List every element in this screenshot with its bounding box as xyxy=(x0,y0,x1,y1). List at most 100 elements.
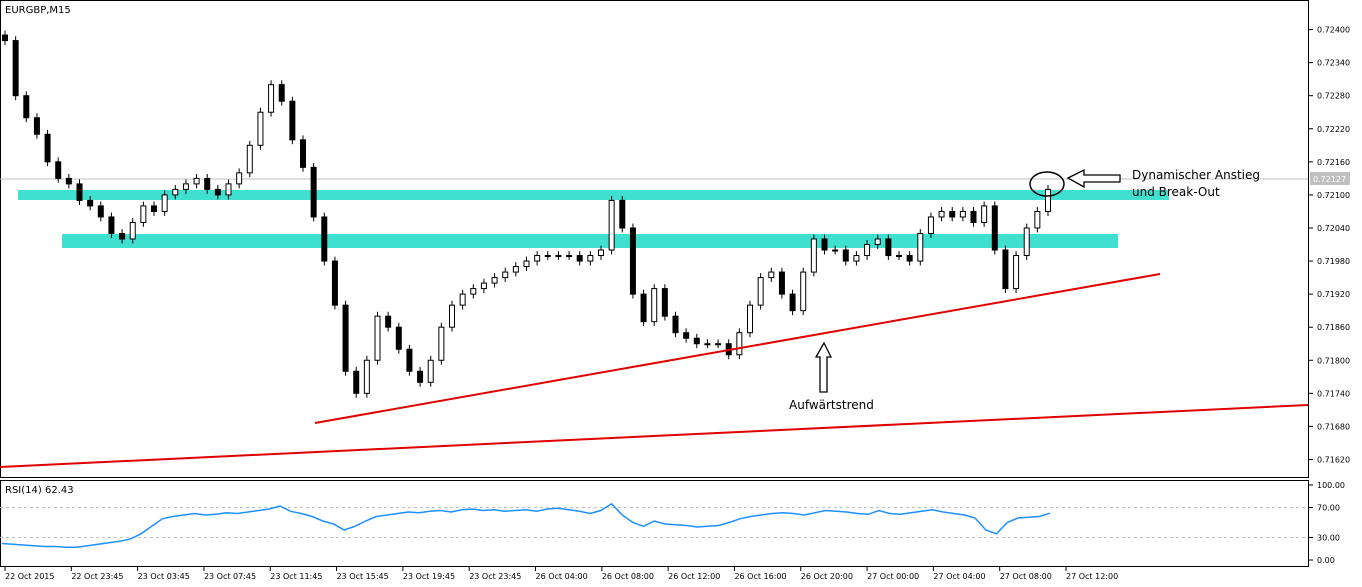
x-tick-label: 26 Oct 08:00 xyxy=(602,572,654,581)
candle-body xyxy=(278,84,285,102)
candle-body xyxy=(97,205,104,218)
candle-body xyxy=(906,255,913,262)
symbol-title: EURGBP,M15 xyxy=(5,5,71,16)
candle-body xyxy=(566,255,573,258)
candle-body xyxy=(214,188,221,196)
candle-body xyxy=(1013,255,1020,290)
current-price-tag xyxy=(1310,172,1350,185)
x-tick-label: 26 Oct 12:00 xyxy=(668,572,720,581)
candle-body xyxy=(193,177,200,185)
candle-body xyxy=(885,238,892,257)
candle-body xyxy=(87,199,94,207)
candle-body xyxy=(747,304,753,334)
candle-body xyxy=(853,255,860,262)
trend-annotation: Aufwärtstrend xyxy=(789,398,874,412)
candle-body xyxy=(927,216,934,234)
candle-body xyxy=(257,111,264,146)
x-tick-label: 26 Oct 20:00 xyxy=(801,572,853,581)
rsi-title: RSI(14) 62.43 xyxy=(5,485,74,496)
candle-body xyxy=(161,194,168,212)
candle-body xyxy=(1034,210,1041,229)
candle-body xyxy=(598,249,604,257)
candle-body xyxy=(981,205,988,223)
candle-body xyxy=(44,133,51,163)
x-tick-label: 22 Oct 23:45 xyxy=(71,572,123,581)
price-tick-label: 0.71680 xyxy=(1317,422,1350,431)
candle-body xyxy=(374,315,381,361)
candle-body xyxy=(544,255,551,258)
candle-body xyxy=(991,205,998,251)
rsi-line xyxy=(1,502,1051,549)
candle-body xyxy=(395,326,402,350)
resistance-zone xyxy=(18,190,1169,200)
candle-body xyxy=(800,271,807,312)
uptrend-line-long xyxy=(0,404,1309,468)
current-price-label: 0.72127 xyxy=(1313,175,1346,184)
candle-body xyxy=(108,216,115,234)
candle-body xyxy=(736,332,743,356)
candle-body xyxy=(555,255,562,258)
candle-body xyxy=(640,293,647,323)
candle-body xyxy=(874,238,881,246)
price-tick-label: 0.71620 xyxy=(1317,455,1350,464)
candle-body xyxy=(608,199,615,251)
candle-body xyxy=(821,238,828,251)
rsi-tick-label: 100.00 xyxy=(1317,481,1345,490)
x-tick-label: 26 Oct 04:00 xyxy=(536,572,588,581)
candle-body xyxy=(342,304,349,372)
x-tick-label: 27 Oct 00:00 xyxy=(867,572,919,581)
x-tick-label: 27 Oct 12:00 xyxy=(1066,572,1118,581)
price-grid: 0.72400 0.72340 0.72280 0.72220 0.72160 0.721… xyxy=(1308,26,1350,464)
candle-body xyxy=(672,315,679,334)
candle-body xyxy=(353,370,360,394)
price-tick-label: 0.71920 xyxy=(1317,290,1350,299)
candle-body xyxy=(629,227,636,295)
candle-body xyxy=(438,326,445,361)
candle-body xyxy=(512,266,519,273)
candle-body xyxy=(970,210,977,223)
candle-body xyxy=(385,315,392,328)
price-tick-label: 0.72400 xyxy=(1317,26,1350,35)
candle-body xyxy=(661,288,668,317)
price-tick-label: 0.71860 xyxy=(1317,323,1350,332)
price-tick-label: 0.72040 xyxy=(1317,224,1350,233)
arrow-up-icon xyxy=(814,341,833,393)
support-zone xyxy=(62,234,1118,248)
candle-body xyxy=(534,255,541,262)
candle-body xyxy=(693,337,700,345)
candle-body xyxy=(768,271,775,279)
candle-body xyxy=(268,84,275,113)
price-tick-label: 0.71740 xyxy=(1317,389,1350,398)
candle-body xyxy=(917,232,924,262)
candle-body xyxy=(1002,249,1009,290)
candle-body xyxy=(778,271,785,295)
candle-body xyxy=(502,271,509,279)
candle-body xyxy=(587,255,594,262)
candle-body xyxy=(864,244,871,257)
candle-body xyxy=(23,95,30,119)
candle-body xyxy=(757,277,764,306)
candle-body xyxy=(300,139,306,168)
candle-body xyxy=(1045,188,1051,212)
candle-body xyxy=(427,359,434,383)
candles xyxy=(2,30,1051,398)
candle-body xyxy=(715,343,722,346)
candle-body xyxy=(65,177,72,185)
candle-body xyxy=(236,172,243,185)
candle-body xyxy=(949,210,956,218)
candle-body xyxy=(683,332,690,339)
candle-body xyxy=(12,40,19,97)
candle-body xyxy=(459,293,466,306)
candle-body xyxy=(810,238,817,273)
candle-body xyxy=(619,199,626,229)
candle-body xyxy=(246,144,253,174)
x-tick-label: 23 Oct 11:45 xyxy=(270,572,322,581)
candle-body xyxy=(55,161,62,179)
candle-body xyxy=(225,183,232,196)
x-tick-label: 27 Oct 08:00 xyxy=(1000,572,1052,581)
arrow-left-icon xyxy=(1066,168,1121,189)
candle-body xyxy=(938,210,945,218)
breakout-circle xyxy=(1029,171,1065,197)
candle-body xyxy=(523,260,530,268)
